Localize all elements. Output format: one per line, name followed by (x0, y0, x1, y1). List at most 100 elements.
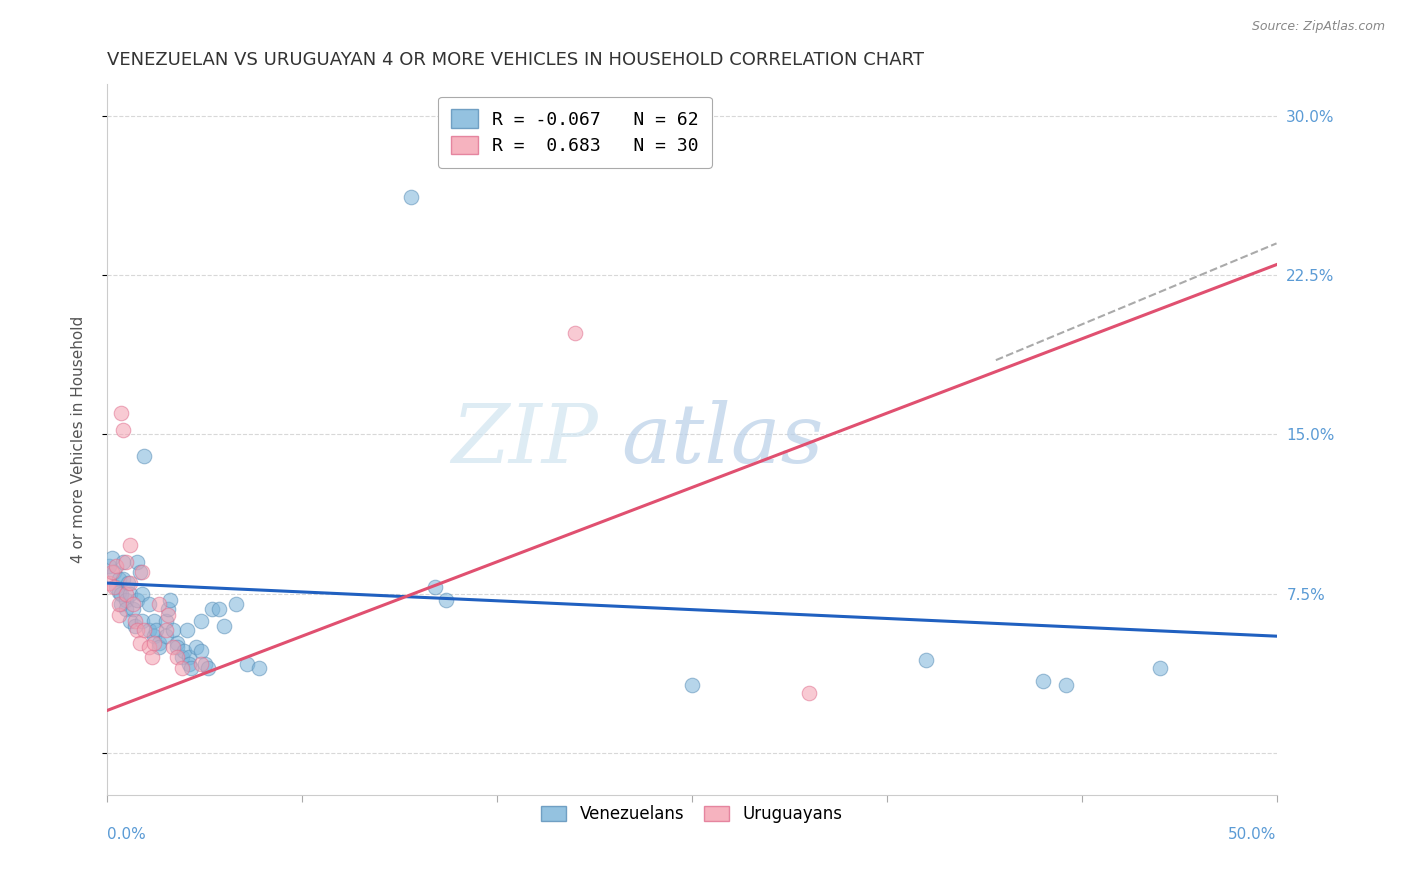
Point (208, 601, 231, 615)
Point (190, 657, 212, 671)
Point (110, 597, 132, 611)
Point (155, 615, 177, 629)
Point (124, 618, 146, 632)
Point (176, 623, 198, 637)
Point (120, 587, 142, 601)
Point (128, 635, 150, 649)
Point (201, 601, 224, 615)
Text: 50.0%: 50.0% (1229, 828, 1277, 842)
Point (110, 406, 132, 420)
Point (177, 650, 200, 665)
Point (98, 559, 121, 574)
Point (170, 650, 193, 665)
Point (121, 597, 143, 611)
Point (120, 615, 142, 629)
Point (1149, 661, 1171, 675)
Point (112, 572, 135, 586)
Point (105, 580, 128, 594)
Point (399, 189, 422, 203)
Point (236, 657, 259, 671)
Point (162, 640, 184, 654)
Point (148, 597, 170, 611)
Point (131, 615, 153, 629)
Point (100, 550, 122, 565)
Point (184, 640, 207, 654)
Point (180, 661, 202, 675)
Point (134, 449, 156, 463)
Point (142, 615, 165, 629)
Point (166, 650, 188, 665)
Point (142, 629, 165, 643)
Point (155, 623, 177, 637)
Text: ZIP: ZIP (451, 400, 598, 480)
Point (98, 576, 121, 591)
Point (114, 601, 136, 615)
Text: Source: ZipAtlas.com: Source: ZipAtlas.com (1251, 20, 1385, 33)
Point (131, 566, 153, 580)
Point (114, 555, 136, 569)
Text: VENEZUELAN VS URUGUAYAN 4 OR MORE VEHICLES IN HOUSEHOLD CORRELATION CHART: VENEZUELAN VS URUGUAYAN 4 OR MORE VEHICL… (107, 51, 924, 69)
Point (225, 597, 247, 611)
Point (1032, 673, 1054, 688)
Point (131, 587, 153, 601)
Legend: Venezuelans, Uruguayans: Venezuelans, Uruguayans (534, 798, 849, 830)
Point (197, 661, 219, 675)
Point (103, 566, 125, 580)
Point (173, 644, 195, 658)
Point (128, 566, 150, 580)
Point (112, 423, 135, 437)
Point (564, 326, 586, 340)
Point (156, 607, 179, 622)
Point (148, 635, 170, 649)
Point (107, 572, 129, 586)
Point (914, 652, 936, 666)
Point (124, 615, 146, 629)
Point (212, 618, 235, 632)
Point (107, 607, 129, 622)
Point (103, 580, 125, 594)
Point (141, 650, 163, 665)
Point (166, 635, 188, 649)
Point (170, 661, 193, 675)
Point (107, 597, 129, 611)
Point (162, 623, 184, 637)
Point (110, 587, 132, 601)
Point (120, 576, 142, 591)
Point (120, 538, 142, 552)
Point (142, 635, 165, 649)
Point (114, 587, 136, 601)
Point (107, 584, 129, 599)
Point (190, 644, 212, 658)
Point (121, 601, 143, 615)
Point (138, 640, 160, 654)
Point (127, 593, 149, 607)
Point (1054, 678, 1077, 692)
Point (148, 640, 170, 654)
Point (159, 593, 181, 607)
Point (145, 623, 167, 637)
Point (190, 615, 212, 629)
Point (127, 623, 149, 637)
Text: 0.0%: 0.0% (107, 828, 146, 842)
Point (434, 593, 457, 607)
Point (127, 555, 149, 569)
Point (138, 623, 160, 637)
Point (155, 629, 177, 643)
Point (112, 555, 135, 569)
Point (423, 580, 446, 594)
Point (117, 576, 139, 591)
Point (156, 601, 179, 615)
Y-axis label: 4 or more Vehicles in Household: 4 or more Vehicles in Household (72, 316, 86, 564)
Point (177, 657, 200, 671)
Point (138, 597, 160, 611)
Point (247, 661, 270, 675)
Point (105, 559, 128, 574)
Point (166, 640, 188, 654)
Point (114, 593, 136, 607)
Point (134, 623, 156, 637)
Point (797, 686, 820, 700)
Text: atlas: atlas (621, 400, 824, 480)
Point (194, 657, 217, 671)
Point (681, 678, 703, 692)
Point (100, 566, 122, 580)
